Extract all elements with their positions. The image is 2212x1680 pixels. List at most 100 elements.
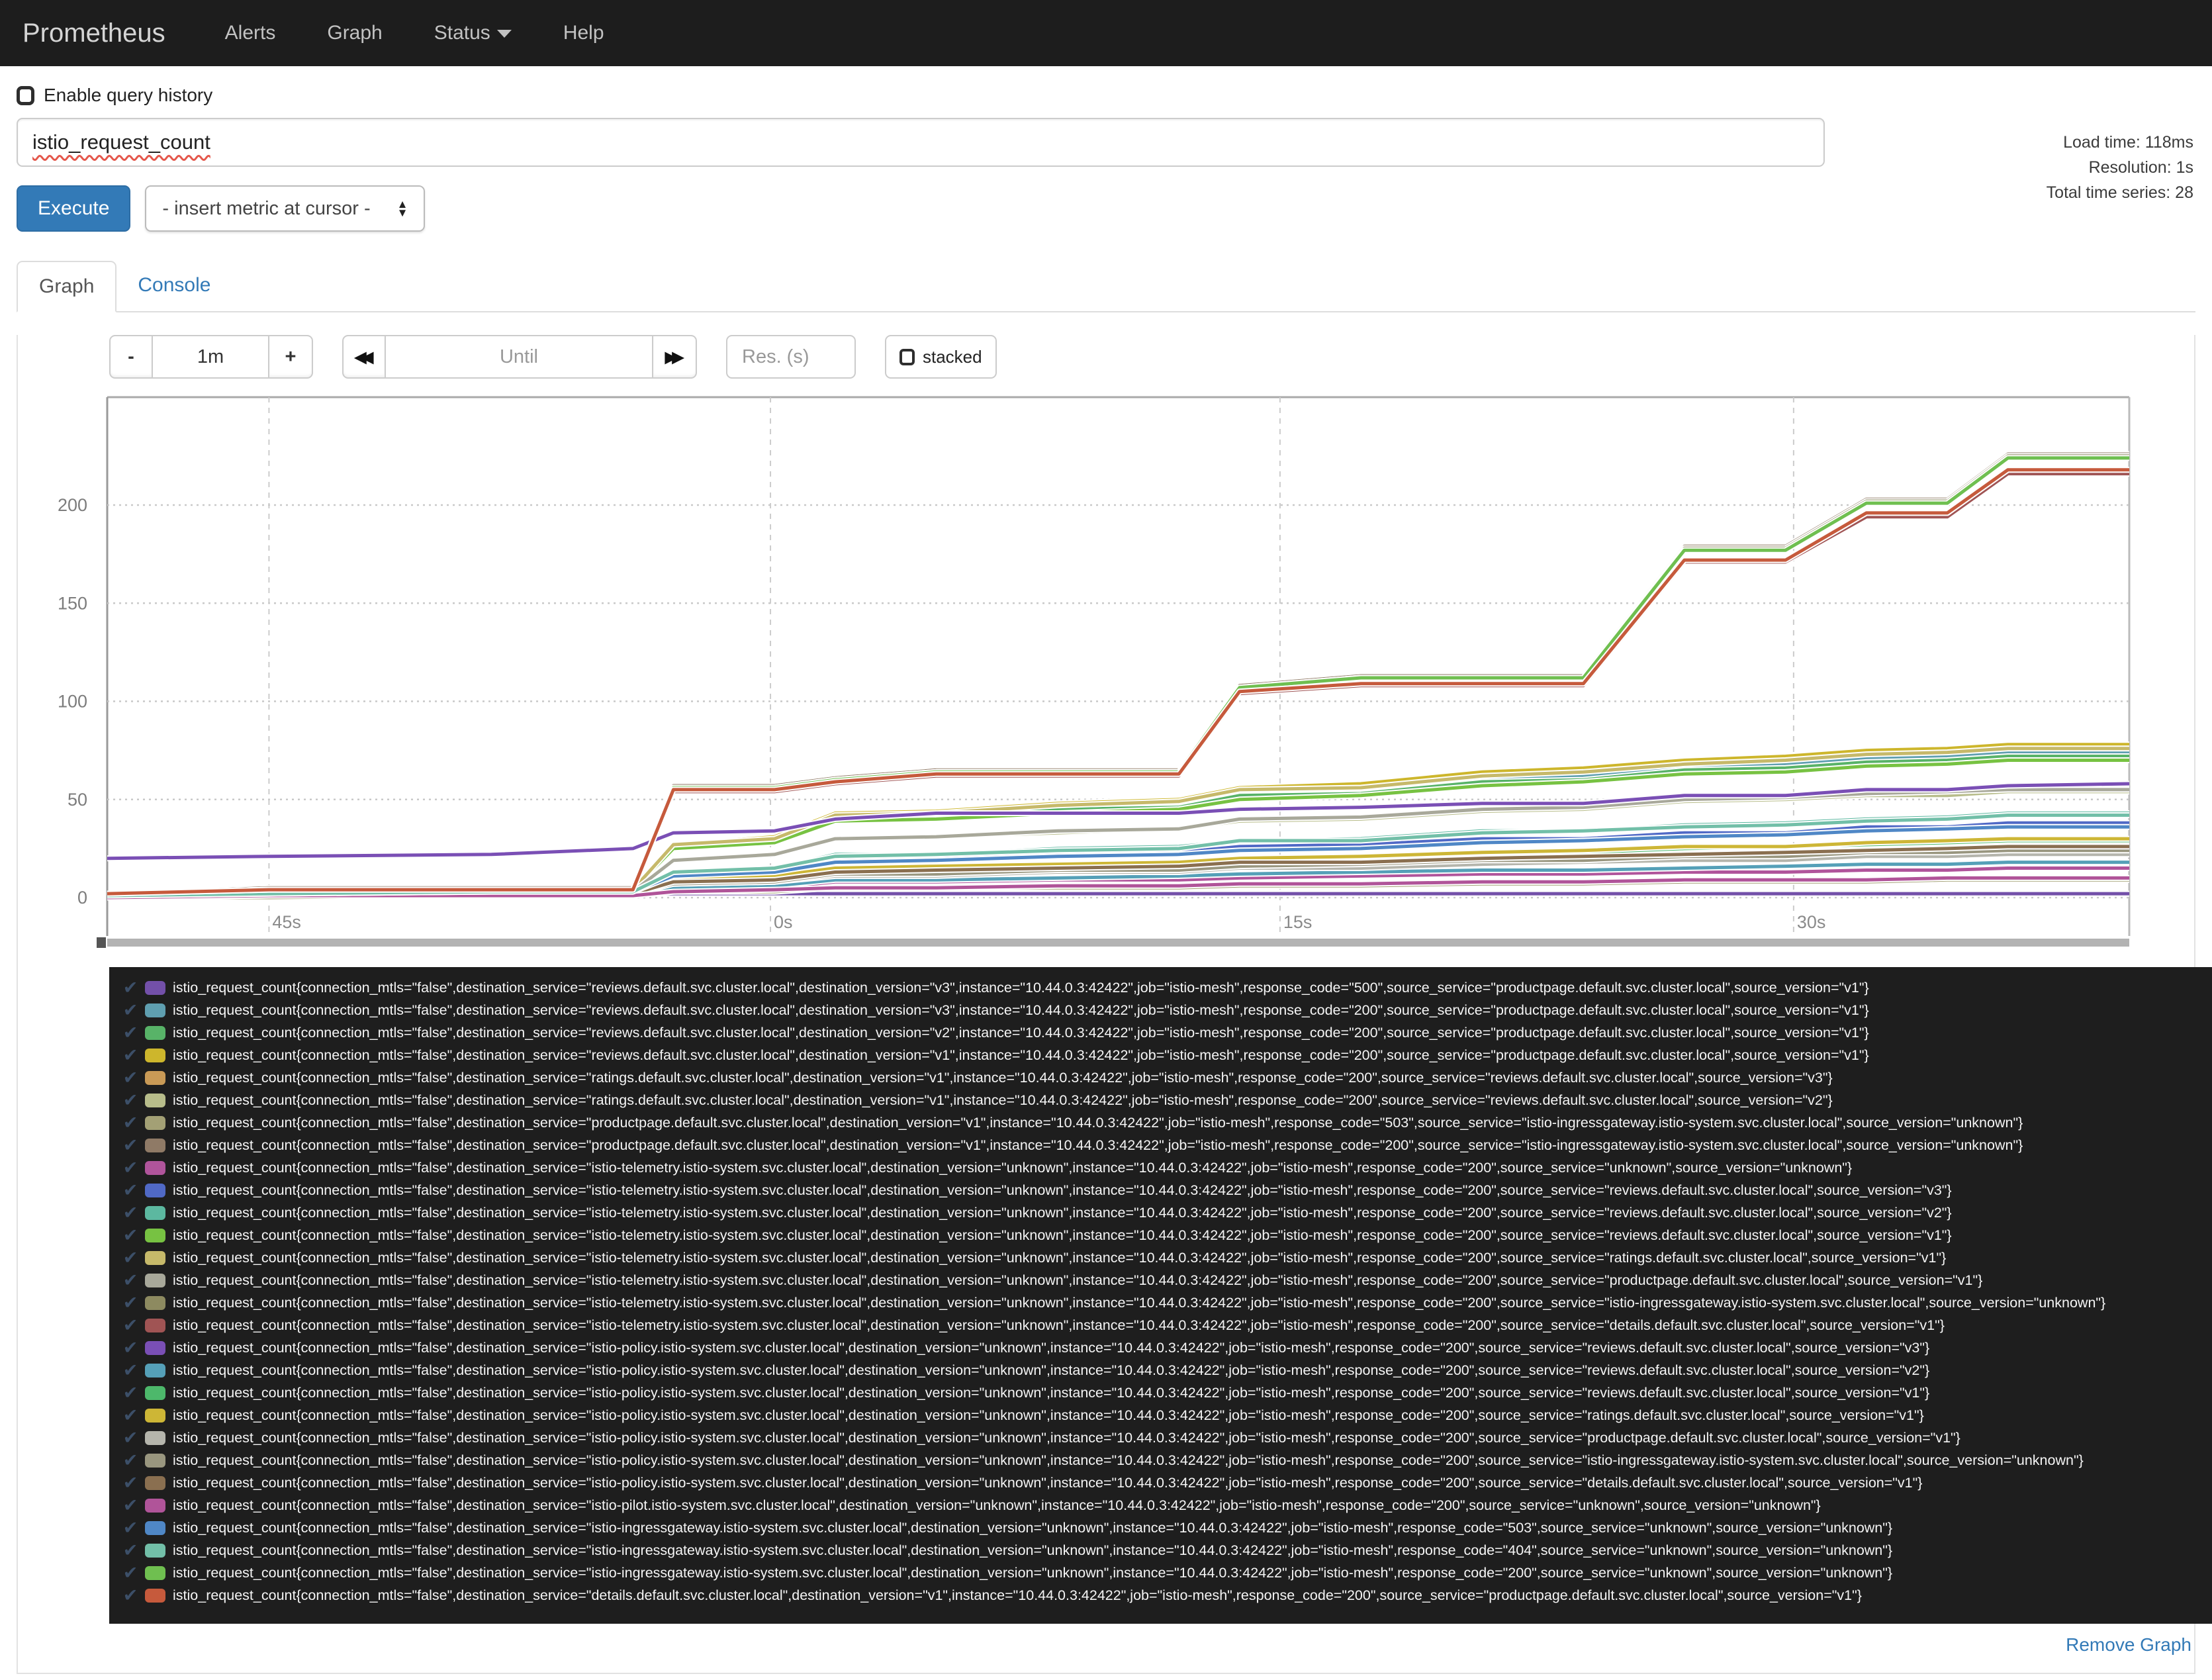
- execute-button[interactable]: Execute: [17, 185, 131, 232]
- insert-metric-label: - insert metric at cursor -: [162, 197, 371, 219]
- legend-item[interactable]: ✔ istio_request_count{connection_mtls="fa…: [116, 1562, 2212, 1584]
- forward-icon[interactable]: ▶▶: [653, 335, 697, 379]
- app-brand[interactable]: Prometheus: [23, 18, 165, 48]
- query-input[interactable]: istio_request_count: [17, 118, 1825, 167]
- legend-item[interactable]: ✔ istio_request_count{connection_mtls="fa…: [116, 999, 2212, 1021]
- legend-item[interactable]: ✔ istio_request_count{connection_mtls="fa…: [116, 1201, 2212, 1224]
- check-icon: ✔: [122, 1427, 138, 1448]
- series-swatch: [145, 1520, 165, 1535]
- legend-item[interactable]: ✔ istio_request_count{connection_mtls="fa…: [116, 1044, 2212, 1066]
- series-swatch: [145, 1273, 165, 1287]
- query-history-checkbox[interactable]: [17, 85, 34, 105]
- legend-item[interactable]: ✔ istio_request_count{connection_mtls="fa…: [116, 1494, 2212, 1517]
- legend-item[interactable]: ✔ istio_request_count{connection_mtls="fa…: [116, 1224, 2212, 1246]
- series-label: istio_request_count{connection_mtls="fal…: [173, 979, 1869, 996]
- series-label: istio_request_count{connection_mtls="fal…: [173, 1159, 1853, 1176]
- legend-item[interactable]: ✔ istio_request_count{connection_mtls="fa…: [116, 1381, 2212, 1404]
- legend-item[interactable]: ✔ istio_request_count{connection_mtls="fa…: [116, 1517, 2212, 1539]
- svg-text:200: 200: [58, 495, 87, 515]
- tab-graph[interactable]: Graph: [17, 261, 117, 312]
- legend-item[interactable]: ✔ istio_request_count{connection_mtls="fa…: [116, 1156, 2212, 1179]
- stacked-checkbox[interactable]: [899, 348, 915, 365]
- legend-item[interactable]: ✔ istio_request_count{connection_mtls="fa…: [116, 1179, 2212, 1201]
- legend-item[interactable]: ✔ istio_request_count{connection_mtls="fa…: [116, 1539, 2212, 1562]
- legend-item[interactable]: ✔ istio_request_count{connection_mtls="fa…: [116, 1269, 2212, 1291]
- legend-item[interactable]: ✔ istio_request_count{connection_mtls="fa…: [116, 1134, 2212, 1156]
- check-icon: ✔: [122, 1247, 138, 1268]
- load-time: Load time: 118ms: [2063, 133, 2193, 152]
- series-swatch: [145, 1093, 165, 1107]
- legend-item[interactable]: ✔ istio_request_count{connection_mtls="fa…: [116, 1089, 2212, 1111]
- legend-item[interactable]: ✔ istio_request_count{connection_mtls="fa…: [116, 1021, 2212, 1044]
- check-icon: ✔: [122, 1180, 138, 1200]
- series-label: istio_request_count{connection_mtls="fal…: [173, 1317, 1945, 1333]
- legend-item[interactable]: ✔ istio_request_count{connection_mtls="fa…: [116, 1584, 2212, 1607]
- total-time-series: Total time series: 28: [2046, 183, 2193, 202]
- legend-item[interactable]: ✔ istio_request_count{connection_mtls="fa…: [116, 1359, 2212, 1381]
- series-swatch: [145, 1430, 165, 1445]
- insert-metric-select[interactable]: - insert metric at cursor - ▲ ▼: [145, 185, 426, 232]
- legend-item[interactable]: ✔ istio_request_count{connection_mtls="fa…: [116, 1426, 2212, 1449]
- legend-item[interactable]: ✔ istio_request_count{connection_mtls="fa…: [116, 1246, 2212, 1269]
- legend-item[interactable]: ✔ istio_request_count{connection_mtls="fa…: [116, 1066, 2212, 1089]
- check-icon: ✔: [122, 1562, 138, 1583]
- series-label: istio_request_count{connection_mtls="fal…: [173, 1339, 1930, 1356]
- series-swatch: [145, 1250, 165, 1265]
- top-navbar: Prometheus Alerts Graph Status Help: [0, 0, 2212, 66]
- query-expression: istio_request_count: [32, 130, 210, 154]
- series-swatch: [145, 1318, 165, 1332]
- svg-text:0s: 0s: [774, 912, 793, 932]
- tab-console[interactable]: Console: [138, 274, 211, 296]
- until-input[interactable]: Until: [386, 335, 653, 379]
- check-icon: ✔: [122, 1450, 138, 1470]
- line-chart[interactable]: 0 50 100 150 200 45s 0s 15s 30s: [18, 391, 2197, 964]
- graph-pane: - 1m + ◀◀ Until ▶▶ Res. (s) stacked 0 50 1…: [17, 335, 2212, 1674]
- main-content: Enable query history Load time: 118ms Re…: [0, 85, 2212, 1680]
- series-label: istio_request_count{connection_mtls="fal…: [173, 1249, 1947, 1266]
- legend-item[interactable]: ✔ istio_request_count{connection_mtls="fa…: [116, 1336, 2212, 1359]
- nav-item-status[interactable]: Status: [434, 22, 512, 44]
- nav-item-alerts[interactable]: Alerts: [224, 22, 276, 44]
- series-swatch: [145, 1363, 165, 1377]
- legend-item[interactable]: ✔ istio_request_count{connection_mtls="fa…: [116, 976, 2212, 999]
- series-label: istio_request_count{connection_mtls="fal…: [173, 1452, 2084, 1468]
- remove-graph-row: Remove Graph: [18, 1624, 2194, 1656]
- remove-graph-link[interactable]: Remove Graph: [2066, 1634, 2191, 1655]
- check-icon: ✔: [122, 1540, 138, 1560]
- series-label: istio_request_count{connection_mtls="fal…: [173, 1542, 1893, 1558]
- series-swatch: [145, 1160, 165, 1175]
- range-input[interactable]: 1m: [153, 335, 269, 379]
- series-label: istio_request_count{connection_mtls="fal…: [173, 1294, 2106, 1311]
- legend-item[interactable]: ✔ istio_request_count{connection_mtls="fa…: [116, 1291, 2212, 1314]
- rewind-icon[interactable]: ◀◀: [342, 335, 386, 379]
- check-icon: ✔: [122, 1067, 138, 1088]
- legend-item[interactable]: ✔ istio_request_count{connection_mtls="fa…: [116, 1471, 2212, 1494]
- legend-item[interactable]: ✔ istio_request_count{connection_mtls="fa…: [116, 1404, 2212, 1426]
- chart-area[interactable]: 0 50 100 150 200 45s 0s 15s 30s: [18, 391, 2194, 967]
- series-swatch: [145, 1453, 165, 1468]
- series-label: istio_request_count{connection_mtls="fal…: [173, 1047, 1869, 1063]
- check-icon: ✔: [122, 1022, 138, 1043]
- series-label: istio_request_count{connection_mtls="fal…: [173, 1002, 1869, 1018]
- svg-text:50: 50: [68, 790, 87, 810]
- series-swatch: [145, 1138, 165, 1152]
- legend-item[interactable]: ✔ istio_request_count{connection_mtls="fa…: [116, 1111, 2212, 1134]
- series-swatch: [145, 1025, 165, 1040]
- series-swatch: [145, 1228, 165, 1242]
- legend-item[interactable]: ✔ istio_request_count{connection_mtls="fa…: [116, 1449, 2212, 1471]
- range-decrease-button[interactable]: -: [109, 335, 153, 379]
- series-swatch: [145, 1340, 165, 1355]
- range-increase-button[interactable]: +: [269, 335, 313, 379]
- check-icon: ✔: [122, 1090, 138, 1110]
- legend-item[interactable]: ✔ istio_request_count{connection_mtls="fa…: [116, 1314, 2212, 1336]
- check-icon: ✔: [122, 1495, 138, 1515]
- nav-item-help[interactable]: Help: [563, 22, 604, 44]
- series-label: istio_request_count{connection_mtls="fal…: [173, 1497, 1821, 1513]
- stacked-toggle[interactable]: stacked: [885, 335, 997, 379]
- nav-item-graph[interactable]: Graph: [327, 22, 383, 44]
- time-input-group: ◀◀ Until ▶▶: [342, 335, 697, 379]
- series-label: istio_request_count{connection_mtls="fal…: [173, 1384, 1930, 1401]
- series-swatch: [145, 1003, 165, 1017]
- resolution-input[interactable]: Res. (s): [726, 335, 856, 379]
- series-swatch: [145, 980, 165, 995]
